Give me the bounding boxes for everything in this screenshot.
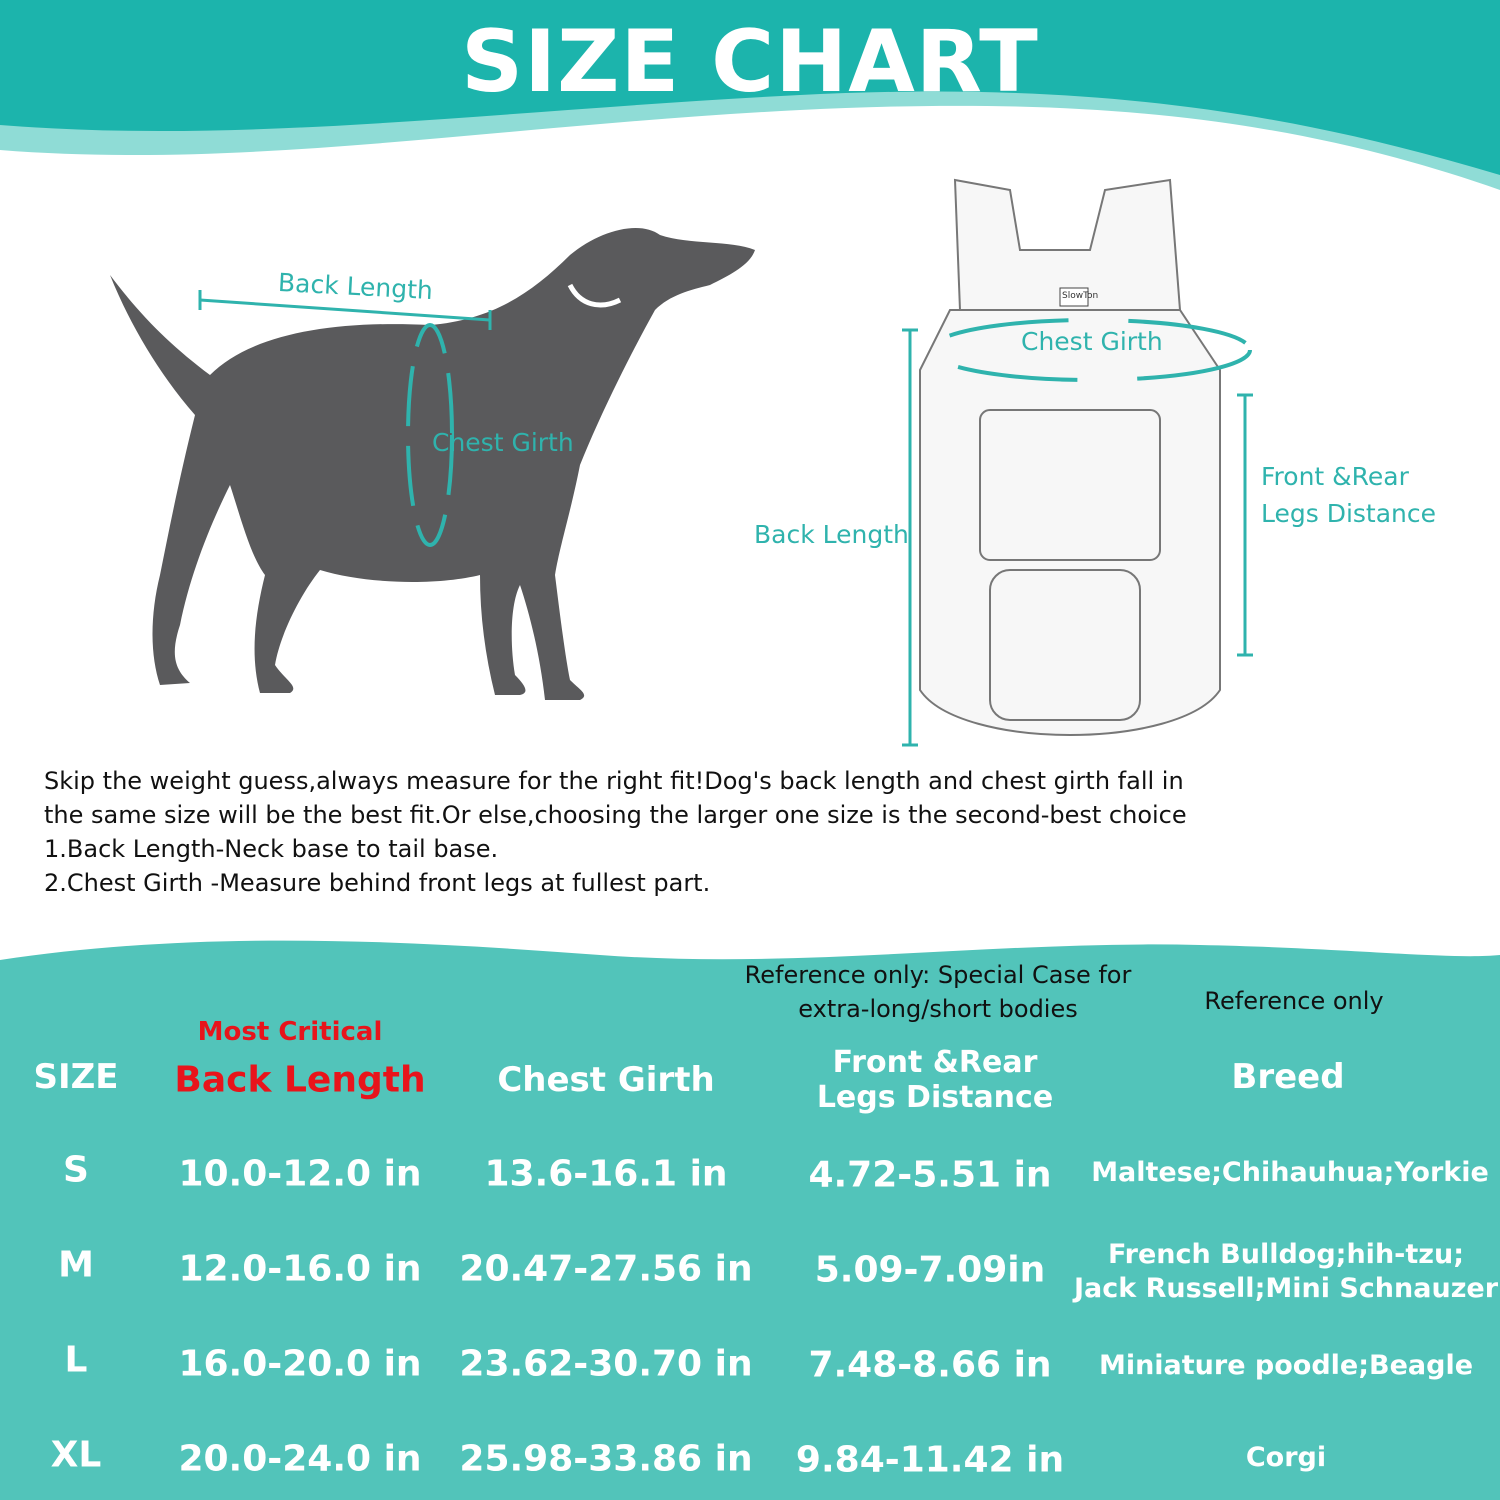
chest-girth-cell: 13.6-16.1 in: [484, 1153, 728, 1195]
table-background: [0, 940, 1500, 1500]
legs-note-line: Reference only: Special Case for: [744, 961, 1132, 989]
instructions: Skip the weight guess,always measure for…: [44, 764, 1187, 900]
back-length-cell: 10.0-12.0 in: [178, 1153, 422, 1195]
breed-cell: Corgi: [1245, 1442, 1327, 1473]
back-length-cell: 20.0-24.0 in: [178, 1438, 422, 1480]
breed-cell: Miniature poodle;Beagle: [1098, 1350, 1474, 1381]
header-size: SIZE: [33, 1057, 119, 1097]
size-cell: M: [58, 1244, 94, 1286]
dog-chest-girth-label: Chest Girth: [432, 428, 574, 457]
carrier-back-length-label: Back Length: [754, 520, 909, 549]
legs-distance-line2: Legs Distance: [1261, 499, 1437, 528]
header-legs-line: Front &Rear: [832, 1045, 1038, 1080]
breed-cell: French Bulldog;hih-tzu; Jack Russell;Min…: [1074, 1238, 1498, 1306]
size-cell: S: [63, 1149, 89, 1191]
chest-girth-cell: 25.98-33.86 in: [459, 1438, 753, 1480]
carrier-illustration: [902, 178, 1253, 747]
header-breed: Breed: [1231, 1057, 1345, 1097]
chest-girth-cell: 20.47-27.56 in: [459, 1248, 753, 1290]
breed-line: French Bulldog;hih-tzu;: [1107, 1239, 1465, 1270]
legs-cell: 5.09-7.09in: [814, 1249, 1046, 1291]
legs-cell: 7.48-8.66 in: [808, 1344, 1052, 1386]
breed-note: Reference only: [1204, 987, 1384, 1015]
legs-cell: 4.72-5.51 in: [808, 1154, 1052, 1196]
breed-cell: Maltese;Chihauhua;Yorkie: [1091, 1157, 1489, 1188]
breed-line: Jack Russell;Mini Schnauzer: [1073, 1273, 1499, 1304]
header-banner: [0, 0, 1500, 190]
header-chest-girth: Chest Girth: [497, 1060, 715, 1100]
legs-note-line: extra-long/short bodies: [798, 995, 1078, 1023]
instruction-line: 2.Chest Girth -Measure behind front legs…: [44, 869, 711, 897]
dog-silhouette: [110, 227, 755, 700]
instruction-line: the same size will be the best fit.Or el…: [44, 801, 1187, 829]
legs-note: Reference only: Special Case for extra-l…: [745, 958, 1132, 1026]
chest-girth-cell: 23.62-30.70 in: [459, 1343, 753, 1385]
instruction-line: Skip the weight guess,always measure for…: [44, 767, 1184, 795]
header-legs-line: Legs Distance: [816, 1080, 1054, 1115]
carrier-legs-distance-label: Front &Rear Legs Distance: [1261, 458, 1436, 532]
back-length-cell: 16.0-20.0 in: [178, 1343, 422, 1385]
most-critical-note: Most Critical: [197, 1017, 383, 1047]
page-title: SIZE CHART: [461, 12, 1039, 112]
instruction-line: 1.Back Length-Neck base to tail base.: [44, 835, 499, 863]
size-cell: L: [64, 1339, 88, 1381]
carrier-chest-girth-label: Chest Girth: [1021, 327, 1163, 356]
size-cell: XL: [50, 1434, 102, 1476]
carrier-logo: SlowTon: [1062, 291, 1099, 301]
legs-distance-line1: Front &Rear: [1261, 462, 1409, 491]
legs-cell: 9.84-11.42 in: [795, 1439, 1065, 1481]
header-back-length: Back Length: [174, 1059, 426, 1101]
back-length-cell: 12.0-16.0 in: [178, 1248, 422, 1290]
header-legs-distance: Front &Rear Legs Distance: [817, 1045, 1053, 1115]
